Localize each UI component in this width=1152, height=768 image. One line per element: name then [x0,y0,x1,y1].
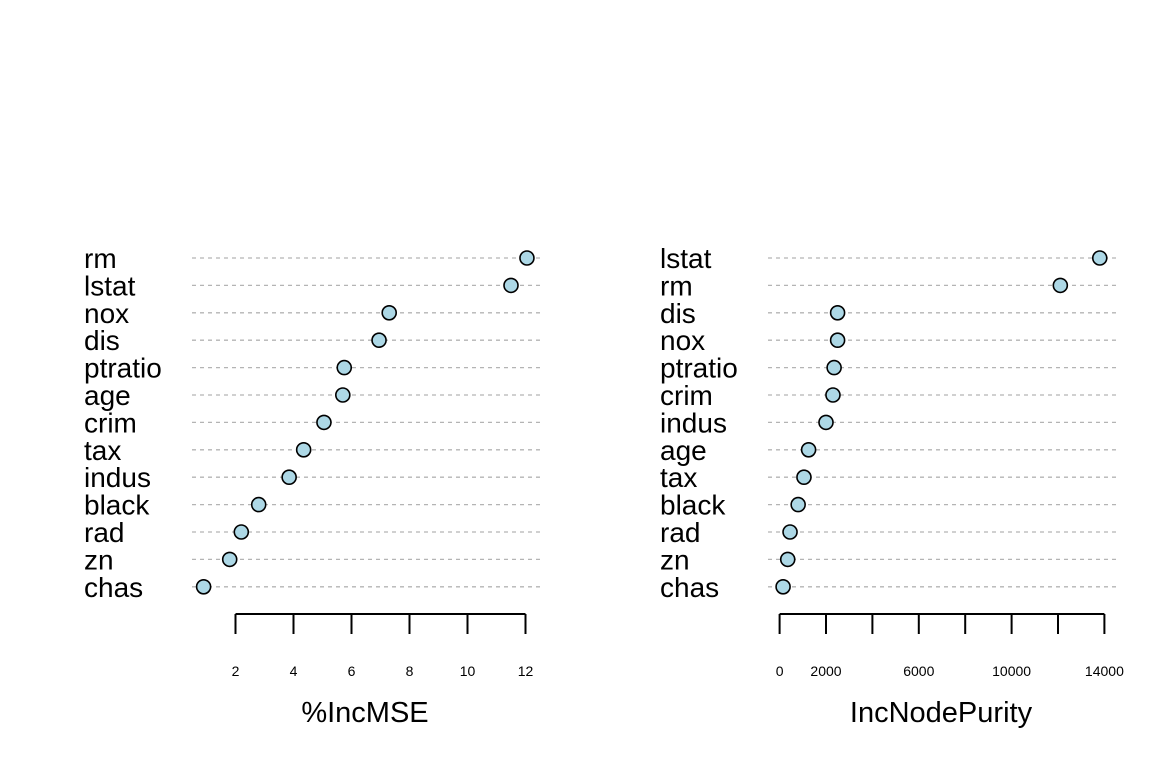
x-tick-label: 12 [518,663,534,679]
data-point-rm [519,250,535,266]
variable-label: zn [84,544,114,575]
data-point-rm [1052,277,1069,294]
data-point-nox [381,304,398,321]
data-point-ptratio [826,359,842,376]
data-point-lstat [1091,250,1108,266]
x-tick-label: 0 [776,663,784,679]
x-tick-label: 8 [406,663,414,679]
data-point-rad [233,524,250,540]
x-axis-title: %IncMSE [301,697,428,729]
variable-label: ptratio [84,353,162,384]
data-point-nox [829,332,846,349]
data-point-indus [818,414,834,431]
variable-label: rm [84,243,117,274]
data-point-tax [796,469,812,486]
x-tick-label: 14000 [1085,663,1124,679]
variable-label: lstat [660,243,712,274]
variable-label: black [84,490,150,521]
variable-label: nox [660,325,705,356]
variable-label: indus [660,407,727,438]
x-tick-label: 2 [232,663,240,679]
data-point-chas [775,578,791,595]
data-point-crim [316,414,332,431]
data-point-lstat [503,277,519,294]
data-point-zn [779,551,796,568]
data-point-age [334,387,351,403]
panel-incmse: rmlstatnoxdisptratioagecrimtaxindusblack… [84,243,540,729]
variable-label: black [660,490,726,521]
variable-label: dis [84,325,120,356]
x-axis-title: IncNodePurity [850,697,1033,729]
data-point-crim [825,387,841,403]
variable-label: nox [84,298,129,329]
data-point-zn [221,551,238,568]
variable-label: tax [660,462,697,493]
variable-label: ptratio [660,353,738,384]
data-point-black [790,496,806,513]
variable-label: indus [84,462,151,493]
data-point-rad [782,524,798,540]
variable-label: crim [84,407,137,438]
panel-incnodepurity: lstatrmdisnoxptratiocrimindusagetaxblack… [660,243,1124,729]
variable-label: lstat [84,270,136,301]
x-tick-label: 6000 [903,663,934,679]
variable-label: age [660,435,707,466]
x-tick-label: 4 [290,663,298,679]
data-point-black [250,496,267,513]
x-tick-label: 6 [348,663,356,679]
variable-label: tax [84,435,121,466]
x-tick-label: 2000 [810,663,841,679]
variable-label: chas [84,572,143,603]
data-point-dis [371,332,387,349]
data-point-indus [281,469,297,486]
data-point-tax [295,441,312,458]
variable-label: rad [660,517,700,548]
variable-label: zn [660,544,690,575]
variable-label: rad [84,517,124,548]
data-point-ptratio [336,359,353,376]
variable-label: rm [660,270,693,301]
x-tick-label: 10000 [992,663,1031,679]
data-point-age [800,441,817,458]
variable-label: age [84,380,131,411]
x-tick-label: 10 [460,663,476,679]
variable-label: crim [660,380,713,411]
data-point-chas [195,578,212,595]
data-point-dis [829,304,846,321]
variable-label: dis [660,298,696,329]
variable-label: chas [660,572,719,603]
